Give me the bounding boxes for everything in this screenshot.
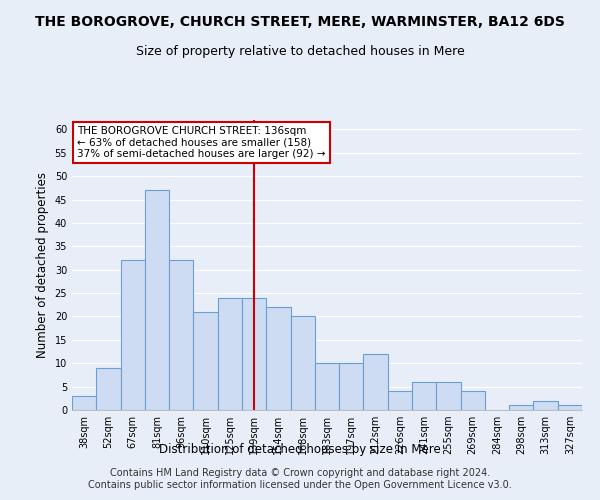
Bar — [461, 392, 485, 410]
Bar — [169, 260, 193, 410]
Text: Contains HM Land Registry data © Crown copyright and database right 2024.
Contai: Contains HM Land Registry data © Crown c… — [88, 468, 512, 490]
Text: Distribution of detached houses by size in Mere: Distribution of detached houses by size … — [159, 442, 441, 456]
Bar — [558, 406, 582, 410]
Bar — [218, 298, 242, 410]
Bar — [339, 363, 364, 410]
Text: THE BOROGROVE CHURCH STREET: 136sqm
← 63% of detached houses are smaller (158)
3: THE BOROGROVE CHURCH STREET: 136sqm ← 63… — [77, 126, 326, 159]
Bar — [364, 354, 388, 410]
Bar — [242, 298, 266, 410]
Bar — [509, 406, 533, 410]
Bar — [121, 260, 145, 410]
Bar — [315, 363, 339, 410]
Text: THE BOROGROVE, CHURCH STREET, MERE, WARMINSTER, BA12 6DS: THE BOROGROVE, CHURCH STREET, MERE, WARM… — [35, 15, 565, 29]
Bar — [290, 316, 315, 410]
Bar — [266, 307, 290, 410]
Bar — [533, 400, 558, 410]
Y-axis label: Number of detached properties: Number of detached properties — [36, 172, 49, 358]
Bar — [72, 396, 96, 410]
Bar — [193, 312, 218, 410]
Bar — [388, 392, 412, 410]
Bar — [412, 382, 436, 410]
Bar — [96, 368, 121, 410]
Text: Size of property relative to detached houses in Mere: Size of property relative to detached ho… — [136, 45, 464, 58]
Bar — [145, 190, 169, 410]
Bar — [436, 382, 461, 410]
